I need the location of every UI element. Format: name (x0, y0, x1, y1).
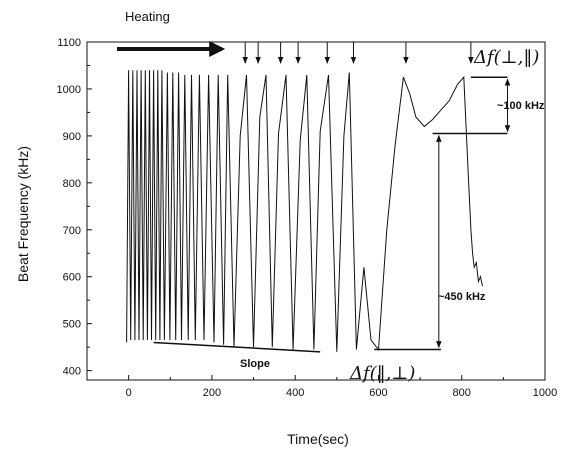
y-tick-label: 400 (63, 366, 81, 378)
y-tick-label: 800 (63, 178, 81, 190)
x-tick-label: 400 (286, 387, 304, 399)
x-tick-label: 0 (126, 387, 132, 399)
x-tick-label: 800 (453, 387, 471, 399)
y-axis-ticks: 400 500 600 700 800 900 1000 1100 (57, 37, 92, 378)
x-axis-title: Time(sec) (287, 431, 349, 447)
y-axis-title: Beat Frequency (kHz) (15, 146, 31, 282)
reference-lines (153, 76, 511, 353)
y-tick-label: 600 (63, 272, 81, 284)
slope-line (153, 341, 321, 353)
y-tick-label: 1100 (57, 37, 81, 49)
heating-label: Heating (125, 9, 170, 24)
delta-f-perp-par-label: Δf(⊥,‖) (473, 47, 539, 68)
y-tick-label: 500 (63, 319, 81, 331)
delta-f-par-perp-label: Δf(‖,⊥) (349, 363, 415, 384)
x-tick-label: 1000 (533, 387, 557, 399)
x-tick-label: 600 (369, 387, 387, 399)
y-tick-label: 900 (63, 131, 81, 143)
y-tick-label: 700 (63, 225, 81, 237)
x-axis-ticks: 0 200 400 600 800 1000 (86, 375, 557, 399)
peak-arrows (242, 42, 474, 64)
slope-label: Slope (240, 358, 270, 370)
beat-frequency-line (126, 70, 483, 352)
plot-frame (86, 41, 546, 381)
y-tick-label: 1000 (57, 84, 81, 96)
delta-450-label: ~450 kHz (438, 291, 486, 303)
x-tick-label: 200 (203, 387, 221, 399)
delta-100-label: ~100 kHz (497, 100, 545, 112)
